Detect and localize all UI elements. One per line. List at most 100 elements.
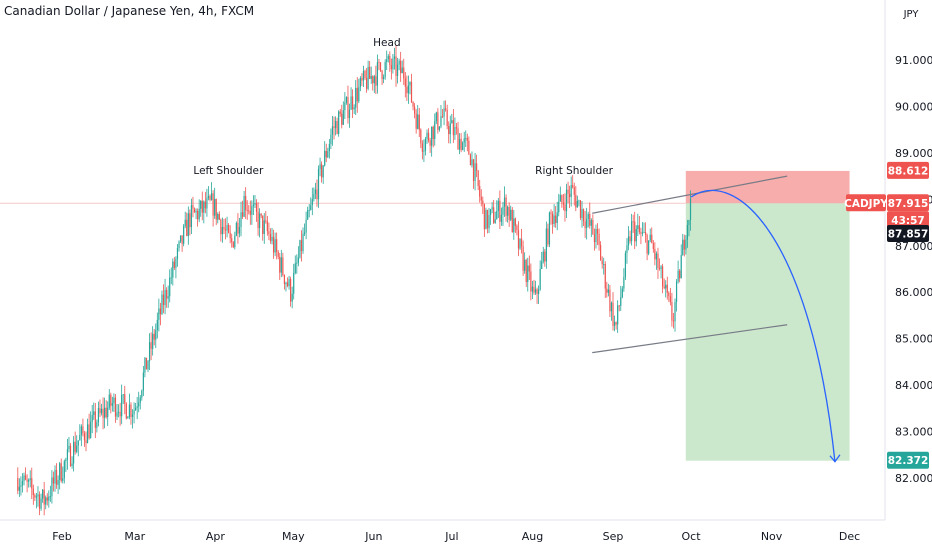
candle-body <box>448 126 450 135</box>
drawings: Left Shoulder Head Right Shoulder <box>193 37 841 463</box>
candle-body <box>158 308 160 320</box>
candle-body <box>680 255 682 279</box>
candle-body <box>29 478 31 480</box>
candle-body <box>474 163 476 181</box>
candle-body <box>108 394 110 408</box>
candle-body <box>496 211 498 220</box>
candle-body <box>573 187 575 195</box>
candle-body <box>234 235 236 248</box>
candle-body <box>90 421 92 439</box>
candle-body <box>548 212 551 245</box>
candle-body <box>483 204 485 230</box>
candle-body <box>257 211 259 229</box>
candle-body <box>671 302 673 321</box>
candle-body <box>424 138 427 151</box>
candle-body <box>587 214 589 219</box>
candle-body <box>246 210 248 211</box>
candle-body <box>215 198 217 220</box>
candle-body <box>631 221 633 242</box>
candle-body <box>96 422 98 428</box>
candle-body <box>35 496 38 498</box>
candle-body <box>581 209 583 219</box>
candle-body <box>144 357 146 373</box>
candle-body <box>341 113 343 125</box>
candle-body <box>55 469 58 485</box>
candle-body <box>24 475 27 480</box>
currency-badge[interactable]: JPY <box>903 9 919 20</box>
candle-body <box>334 121 337 129</box>
candle-body <box>20 485 22 487</box>
entry-price-tag: 87.857 <box>888 228 929 240</box>
candle-body <box>285 282 287 285</box>
candle-body <box>353 107 355 110</box>
candle-body <box>150 342 152 349</box>
candle-body <box>60 463 62 481</box>
candle-body <box>148 342 151 362</box>
candle-body <box>172 261 174 278</box>
candle-body <box>455 127 458 129</box>
candle-body <box>432 126 434 139</box>
candle-body <box>489 209 492 216</box>
candle-body <box>514 218 516 226</box>
candle-body <box>567 189 569 194</box>
candle-body <box>66 449 69 460</box>
candle-body <box>317 169 320 200</box>
y-tick-label: 84.000 <box>895 379 932 392</box>
candle-body <box>443 108 445 117</box>
stop-price-tag: 88.612 <box>888 165 929 177</box>
candle-body <box>291 293 293 302</box>
candle-body <box>299 240 301 258</box>
candle-body <box>414 106 416 114</box>
candle-body <box>271 236 273 241</box>
candle-body <box>221 226 224 235</box>
candle-body <box>217 213 219 220</box>
candle-body <box>260 213 262 216</box>
candle-body <box>147 361 149 370</box>
candle-body <box>627 236 630 246</box>
candle-body <box>138 402 140 407</box>
candle-body <box>17 478 19 491</box>
candle-body <box>195 211 197 213</box>
candle-body <box>624 252 627 278</box>
candle-body <box>313 194 315 200</box>
position-zones <box>685 170 850 461</box>
candle-body <box>463 138 465 143</box>
candle-body <box>37 494 39 497</box>
candle-body <box>259 213 261 229</box>
candle-body <box>604 263 606 289</box>
y-tick-label: 86.000 <box>895 286 932 299</box>
candle-body <box>162 294 165 306</box>
candle-body <box>396 64 399 76</box>
candle-body <box>164 289 166 306</box>
candle-body <box>83 433 86 441</box>
x-tick-label: Apr <box>206 530 226 543</box>
candle-body <box>65 459 67 462</box>
candle-body <box>538 289 540 294</box>
candle-body <box>255 203 258 212</box>
candle-body <box>155 330 157 340</box>
candle-body <box>404 78 406 87</box>
candle-body <box>201 200 203 213</box>
candle-body <box>511 209 513 233</box>
candle-body <box>220 219 222 235</box>
candle-body <box>689 198 692 220</box>
candle-body <box>342 110 344 125</box>
candle-body <box>156 319 158 331</box>
x-tick-label: Sep <box>603 530 624 543</box>
candle-body <box>319 164 321 170</box>
candle-body <box>88 424 90 439</box>
candle-body <box>231 238 233 242</box>
candle-body <box>528 265 530 272</box>
candle-body <box>596 228 599 234</box>
candle-body <box>674 301 676 322</box>
candle-body <box>387 56 389 60</box>
candle-body <box>327 151 329 158</box>
y-tick-label: 83.000 <box>895 426 932 439</box>
x-tick-label: Mar <box>124 530 145 543</box>
candle-body <box>561 194 563 203</box>
candle-body <box>589 214 591 226</box>
candle-body <box>265 220 267 222</box>
candle-body <box>400 60 402 74</box>
candle-body <box>173 261 175 268</box>
